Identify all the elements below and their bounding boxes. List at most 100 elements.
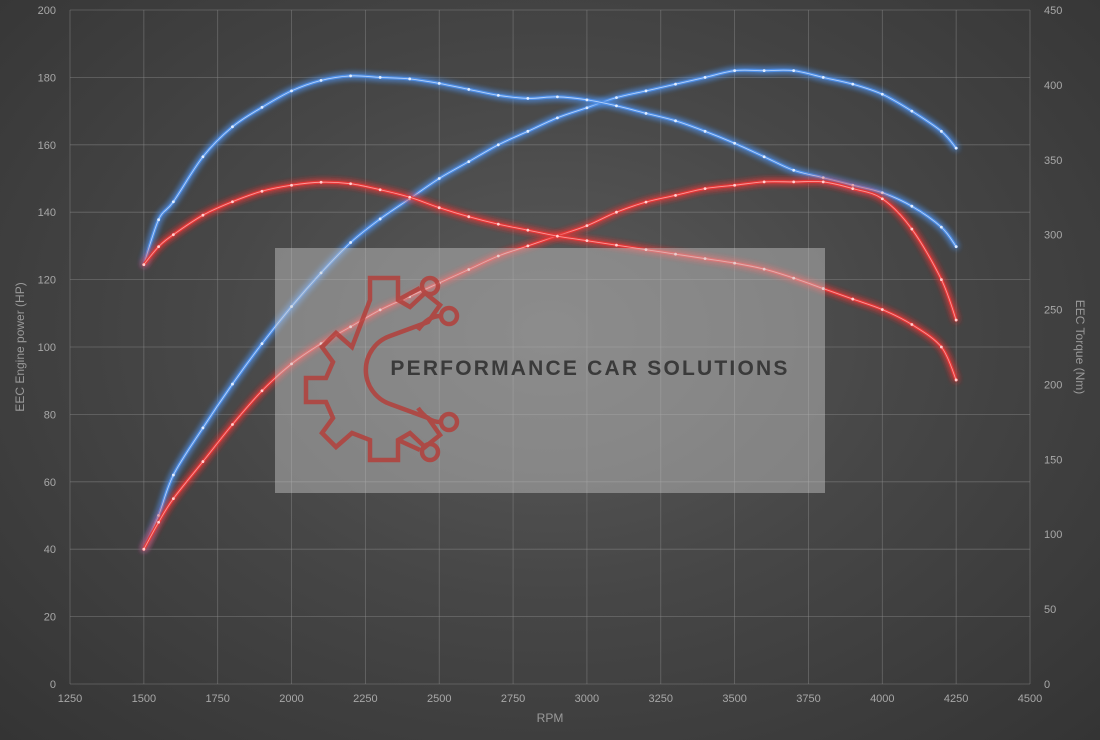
- data-point: [319, 78, 323, 82]
- data-point: [496, 222, 500, 226]
- data-point: [762, 155, 766, 159]
- data-point: [644, 248, 648, 252]
- data-point: [733, 141, 737, 145]
- data-point: [526, 228, 530, 232]
- data-point: [585, 98, 589, 102]
- data-point: [408, 195, 412, 199]
- data-point: [201, 426, 205, 430]
- data-point: [290, 362, 293, 366]
- y-left-axis-ticks: 0 20 40 60 80 100 120 140 160 180 200: [38, 5, 56, 691]
- series-layer: [142, 68, 958, 551]
- data-point: [231, 423, 234, 426]
- data-point: [644, 200, 648, 204]
- x-tick-label: 4250: [944, 693, 968, 705]
- data-point: [880, 308, 884, 311]
- data-point: [703, 187, 707, 191]
- data-point: [585, 106, 589, 110]
- series-line-highlight: [143, 69, 957, 550]
- data-point: [585, 224, 589, 228]
- x-tick-label: 3500: [722, 693, 746, 705]
- data-point: [821, 76, 825, 79]
- y-right-tick-label: 300: [1044, 230, 1062, 242]
- data-point: [437, 81, 441, 85]
- y-right-tick-label: 100: [1044, 529, 1062, 541]
- data-point: [349, 74, 353, 78]
- data-point: [496, 143, 500, 147]
- data-point: [290, 89, 293, 93]
- y-right-tick-label: 0: [1044, 679, 1050, 691]
- y-right-tick-label: 200: [1044, 379, 1062, 391]
- data-point: [260, 189, 264, 193]
- data-point: [644, 111, 648, 115]
- data-point: [733, 69, 737, 73]
- data-point: [157, 520, 161, 524]
- data-point: [467, 215, 471, 219]
- y-right-tick-label: 250: [1044, 305, 1062, 317]
- x-tick-label: 3000: [575, 693, 599, 705]
- data-point: [733, 261, 737, 265]
- data-point: [792, 168, 796, 172]
- data-point: [526, 129, 530, 133]
- x-tick-label: 1500: [132, 693, 156, 705]
- data-point: [674, 82, 677, 86]
- data-point: [171, 200, 175, 204]
- data-point: [467, 87, 471, 91]
- data-point: [674, 252, 677, 256]
- data-point: [910, 204, 914, 208]
- y-right-tick-label: 450: [1044, 5, 1062, 17]
- data-point: [939, 129, 943, 133]
- y-left-tick-label: 40: [44, 544, 56, 556]
- data-point: [703, 76, 707, 79]
- data-point: [349, 241, 353, 244]
- data-point: [467, 160, 471, 164]
- data-point: [939, 225, 943, 229]
- data-point: [260, 342, 264, 346]
- data-point: [378, 188, 382, 192]
- data-point: [437, 206, 441, 210]
- data-point: [201, 460, 205, 463]
- x-tick-label: 1250: [58, 693, 82, 705]
- data-point: [349, 182, 353, 186]
- data-point: [674, 119, 677, 123]
- data-point: [408, 77, 412, 81]
- data-point: [231, 125, 234, 129]
- data-point: [792, 69, 796, 73]
- y-left-tick-label: 0: [50, 679, 56, 691]
- series-line-highlight: [143, 180, 957, 550]
- data-point: [954, 378, 958, 382]
- x-tick-label: 2000: [279, 693, 303, 705]
- data-point: [910, 109, 914, 113]
- data-point: [171, 473, 175, 477]
- data-point: [231, 382, 234, 386]
- y-right-tick-label: 350: [1044, 155, 1062, 167]
- data-point: [526, 96, 530, 100]
- data-point: [954, 146, 958, 150]
- data-point: [939, 278, 943, 281]
- data-point: [615, 210, 618, 214]
- x-tick-label: 2500: [427, 693, 451, 705]
- x-tick-label: 4000: [870, 693, 894, 705]
- y-left-tick-label: 120: [38, 275, 56, 287]
- y-right-tick-label: 400: [1044, 80, 1062, 92]
- data-point: [142, 263, 146, 267]
- data-point: [954, 245, 958, 249]
- x-tick-label: 3750: [796, 693, 820, 705]
- data-point: [880, 197, 884, 201]
- data-point: [615, 243, 618, 247]
- gear-circuit-logo-icon: [303, 275, 460, 463]
- data-point: [851, 187, 855, 191]
- data-point: [792, 276, 796, 280]
- x-tick-label: 4500: [1018, 693, 1042, 705]
- data-point: [319, 271, 323, 275]
- y-right-axis-title: EEC Torque (Nm): [1073, 300, 1087, 394]
- x-axis-title: RPM: [537, 711, 564, 725]
- data-point: [674, 193, 677, 197]
- data-point: [496, 93, 500, 97]
- series-red-right-axis: [142, 180, 958, 382]
- y-left-tick-label: 60: [44, 477, 56, 489]
- data-point: [821, 180, 825, 184]
- watermark-text: PERFORMANCE CAR SOLUTIONS: [390, 357, 789, 380]
- data-point: [378, 308, 382, 312]
- data-point: [615, 96, 618, 100]
- data-point: [880, 92, 884, 96]
